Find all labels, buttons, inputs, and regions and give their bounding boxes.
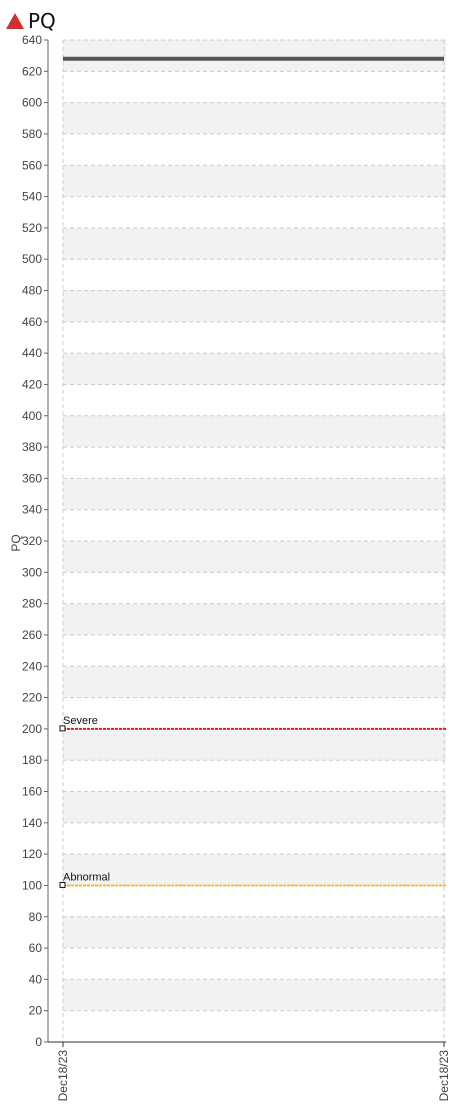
y-tick-label: 640 <box>22 33 42 47</box>
y-axis-ticks: 0 20 40 60 80 100 120 140 160 180 200 220 240 260 280 3… <box>22 33 48 1049</box>
warning-triangle-icon <box>6 13 24 29</box>
y-tick-label: 0 <box>35 1035 42 1049</box>
y-tick-label: 260 <box>22 628 42 642</box>
y-tick-label: 580 <box>22 127 42 141</box>
y-tick-label: 220 <box>22 691 42 705</box>
y-tick-label: 320 <box>22 534 42 548</box>
grid-band <box>63 603 446 635</box>
y-tick-label: 360 <box>22 471 42 485</box>
grid-band <box>63 415 446 448</box>
grid-band <box>63 916 446 949</box>
threshold-label: Severe <box>63 715 98 727</box>
y-tick-label: 140 <box>22 816 42 830</box>
grid-band <box>63 290 446 322</box>
y-tick-label: 380 <box>22 440 42 454</box>
chart-header: PQ <box>6 8 56 34</box>
y-tick-label: 440 <box>22 346 42 360</box>
chart-title: PQ <box>28 9 56 33</box>
grid-band <box>63 478 446 510</box>
grid-band <box>63 165 446 197</box>
y-tick-label: 240 <box>22 659 42 673</box>
plot-bands <box>63 40 446 1011</box>
y-tick-label: 280 <box>22 597 42 611</box>
grid-band <box>63 728 446 761</box>
grid-band <box>63 979 446 1011</box>
x-tick-label: Dec18/23 <box>56 1050 70 1102</box>
threshold-lines: Severe Abnormal <box>59 715 446 888</box>
grid-lines <box>62 39 446 1042</box>
y-tick-label: 520 <box>22 221 42 235</box>
axes <box>47 40 446 1043</box>
y-tick-label: 420 <box>22 377 42 391</box>
y-tick-label: 460 <box>22 315 42 329</box>
grid-band <box>63 666 446 698</box>
y-tick-label: 400 <box>22 409 42 423</box>
y-tick-label: 120 <box>22 847 42 861</box>
grid-band <box>63 541 446 573</box>
threshold-label: Abnormal <box>63 871 110 883</box>
x-axis-ticks: Dec18/23 Dec18/23 <box>56 1042 451 1101</box>
y-tick-label: 620 <box>22 64 42 78</box>
y-tick-label: 20 <box>29 1004 43 1018</box>
y-tick-label: 180 <box>22 753 42 767</box>
x-tick-label: Dec18/23 <box>437 1050 451 1102</box>
grid-band <box>63 227 446 260</box>
y-tick-label: 200 <box>22 722 42 736</box>
grid-band <box>63 353 446 385</box>
y-tick-label: 80 <box>29 910 43 924</box>
y-tick-label: 600 <box>22 96 42 110</box>
grid-band <box>63 791 446 823</box>
y-tick-label: 560 <box>22 158 42 172</box>
y-tick-label: 160 <box>22 785 42 799</box>
y-tick-label: 60 <box>29 941 43 955</box>
y-tick-label: 500 <box>22 252 42 266</box>
threshold-marker <box>59 725 66 732</box>
grid-band <box>63 102 446 134</box>
y-tick-label: 540 <box>22 190 42 204</box>
y-tick-label: 340 <box>22 503 42 517</box>
grid-band <box>63 854 446 886</box>
threshold-marker <box>59 881 66 888</box>
y-tick-label: 40 <box>29 972 43 986</box>
y-tick-label: 480 <box>22 284 42 298</box>
grid-band <box>63 40 446 72</box>
y-tick-label: 300 <box>22 565 42 579</box>
y-tick-label: 100 <box>22 878 42 892</box>
y-axis-label: PQ <box>9 534 23 551</box>
